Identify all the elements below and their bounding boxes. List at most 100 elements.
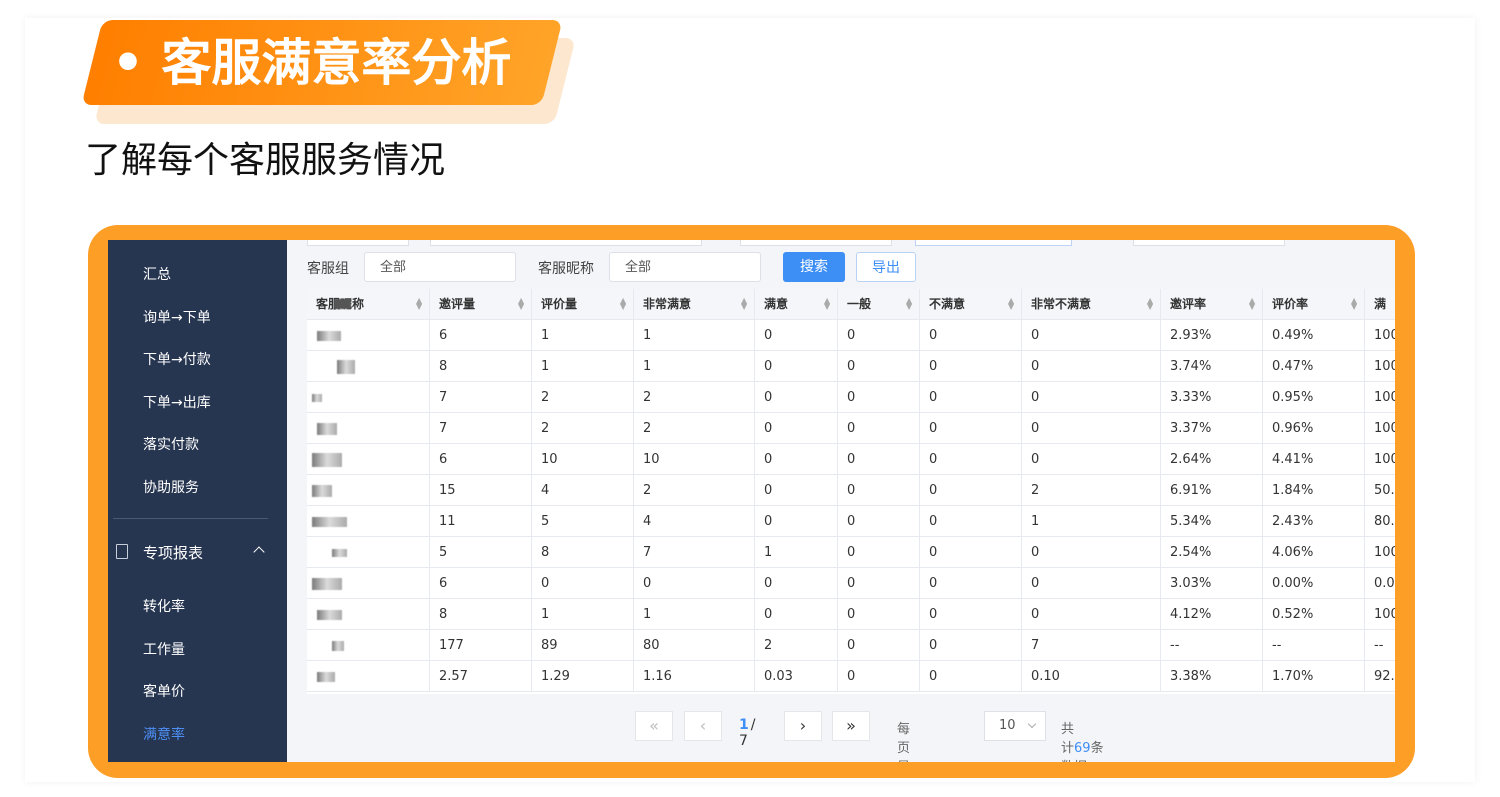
table-cell: 0 — [920, 351, 1022, 382]
table-cell: 4.06% — [1263, 537, 1365, 568]
table-cell: 7 — [430, 382, 532, 413]
table-cell: 2 — [634, 382, 755, 413]
menu-item[interactable]: 落实付款 — [143, 437, 199, 454]
table-cell: 1 — [755, 537, 838, 568]
menu-item[interactable]: 下单→出库 — [143, 394, 211, 411]
nick-select[interactable]: 全部 — [609, 252, 761, 282]
input — [740, 240, 892, 246]
table-cell: -- — [1365, 630, 1395, 661]
table-cell: 100 — [1365, 444, 1395, 475]
group-select[interactable]: 全部 — [364, 252, 516, 282]
sort-icon: ▲ ▼ — [1351, 296, 1358, 311]
table-cell: 0 — [838, 382, 920, 413]
name-cell — [307, 382, 430, 413]
table-cell: 0 — [1022, 320, 1161, 351]
column-header: 满 — [1365, 289, 1395, 320]
table-cell: 5 — [532, 506, 634, 537]
menu-item[interactable]: 下单→付款 — [143, 352, 211, 369]
table-cell: 0 — [920, 413, 1022, 444]
table-cell: 0 — [920, 537, 1022, 568]
table-cell: 0 — [1022, 599, 1161, 630]
table-cell: 1.84% — [1263, 475, 1365, 506]
table-cell: 100 — [1365, 382, 1395, 413]
column-header: 满意 — [755, 289, 838, 320]
table-cell: 0.49% — [1263, 320, 1365, 351]
table-cell: 50. — [1365, 475, 1395, 506]
table-cell: 0 — [920, 661, 1022, 692]
subtitle: 了解每个客服服务情况 — [85, 140, 446, 181]
redacted — [312, 452, 342, 467]
export-button[interactable]: 导出 — [856, 252, 916, 282]
table-cell: 15 — [430, 475, 532, 506]
page-button[interactable]: « — [635, 711, 673, 741]
input — [1133, 240, 1285, 246]
search-button[interactable]: 搜索 — [783, 252, 845, 282]
table-cell: 100 — [1365, 351, 1395, 382]
table-cell: 100 — [1365, 413, 1395, 444]
sort-icon: ▲ ▼ — [620, 296, 627, 311]
menu-item[interactable]: 转化率 — [143, 599, 185, 615]
table-cell: 0 — [755, 506, 838, 537]
table-cell: 11 — [430, 506, 532, 537]
table-cell: 2.43% — [1263, 506, 1365, 537]
menu-item[interactable]: 满意率 — [143, 726, 185, 743]
table-cell: 10 — [634, 444, 755, 475]
table-cell: 7 — [634, 537, 755, 568]
table-cell: 1 — [532, 320, 634, 351]
table-cell: 0 — [1022, 444, 1161, 475]
table-cell: 4 — [532, 475, 634, 506]
table-cell: 177 — [430, 630, 532, 661]
page-size-select[interactable]: 10 — [984, 711, 1046, 741]
page-button[interactable]: ‹ — [684, 711, 722, 741]
sort-icon: ▲ ▼ — [741, 296, 748, 311]
table-cell: 0 — [920, 475, 1022, 506]
title-text: 客服满意率分析 — [161, 34, 512, 92]
table-cell: 0 — [920, 444, 1022, 475]
sort-icon: ▲ ▼ — [1249, 296, 1256, 311]
table-cell: 0 — [755, 320, 838, 351]
column-header: 评价量 — [532, 289, 634, 320]
table-cell: 0 — [1022, 568, 1161, 599]
sort-icon: ▲ ▼ — [416, 296, 423, 311]
count: 69 — [1074, 741, 1091, 756]
table-cell: 100 — [1365, 320, 1395, 351]
redacted — [317, 422, 337, 435]
table-cell: 3.37% — [1161, 413, 1263, 444]
table-cell: 4 — [634, 506, 755, 537]
menu-item[interactable]: 协助服务 — [143, 480, 199, 496]
menu-item[interactable]: 询单→下单 — [143, 309, 211, 326]
redacted — [337, 359, 355, 374]
redacted — [317, 671, 335, 682]
redacted — [317, 609, 342, 620]
name-cell — [307, 506, 430, 537]
sort-icon: ▲ ▼ — [1008, 296, 1015, 311]
table-cell: 2.64% — [1161, 444, 1263, 475]
redacted — [332, 640, 344, 651]
menu-item[interactable]: 工作量 — [143, 641, 185, 658]
menu-section[interactable]: 专项报表 — [143, 544, 204, 562]
sort-icon: ▲ ▼ — [824, 296, 831, 311]
table-cell: 1 — [1022, 506, 1161, 537]
table-cell: 1 — [532, 351, 634, 382]
table-cell: 0 — [838, 568, 920, 599]
page-indicator: 1/ 7 — [739, 717, 755, 749]
menu-item[interactable]: 客单价 — [143, 684, 185, 701]
table-cell: 0.96% — [1263, 413, 1365, 444]
table-cell: 0 — [755, 382, 838, 413]
caret — [1027, 719, 1037, 729]
table-cell: 0 — [755, 413, 838, 444]
page-button[interactable]: › — [784, 711, 822, 741]
total-pages: / 7 — [739, 717, 756, 749]
name-cell — [307, 537, 430, 568]
record-count: 共计69条数据 — [1061, 718, 1104, 762]
count-prefix: 共计 — [1061, 722, 1075, 756]
page-button[interactable]: » — [832, 711, 870, 741]
table-cell: -- — [1263, 630, 1365, 661]
name-cell — [307, 320, 430, 351]
table-cell: 2 — [532, 382, 634, 413]
table-cell: 0.00% — [1263, 568, 1365, 599]
menu-item[interactable]: 汇总 — [143, 267, 171, 283]
table-cell: 92. — [1365, 661, 1395, 692]
table-cell: 7 — [1022, 630, 1161, 661]
table-cell: 0 — [634, 568, 755, 599]
